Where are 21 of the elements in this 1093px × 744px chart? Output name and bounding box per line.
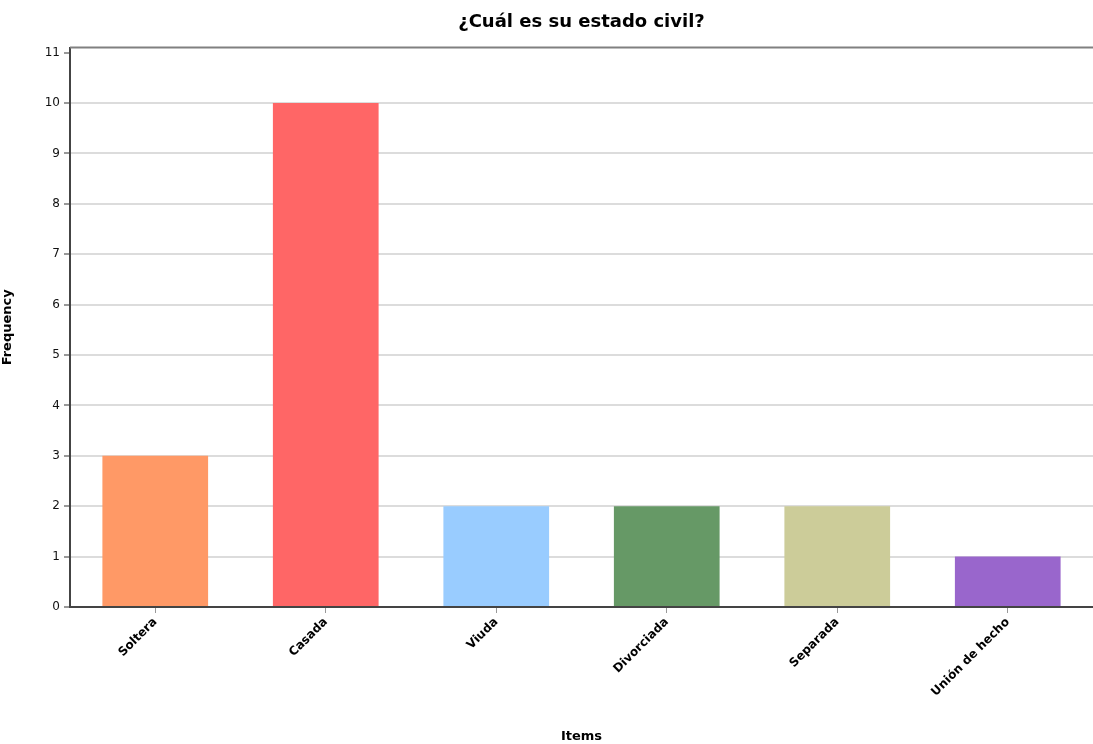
bar bbox=[443, 506, 550, 606]
y-tick-label: 2 bbox=[52, 498, 60, 513]
bar bbox=[272, 103, 379, 606]
y-tick-label: 6 bbox=[52, 296, 60, 311]
y-tick-label: 5 bbox=[52, 347, 60, 362]
bar bbox=[784, 506, 891, 606]
y-tick-label: 10 bbox=[44, 95, 60, 110]
bar bbox=[954, 556, 1061, 606]
y-tick-label: 9 bbox=[52, 145, 60, 160]
bar bbox=[102, 455, 209, 606]
y-axis-title: Frequency bbox=[0, 288, 15, 366]
bar bbox=[613, 506, 720, 606]
y-tick-label: 1 bbox=[52, 548, 60, 563]
x-axis-title: Items bbox=[560, 727, 603, 743]
y-tick-label: 11 bbox=[44, 44, 60, 59]
chart-title: ¿Cuál es su estado civil? bbox=[458, 10, 705, 32]
y-tick-label: 7 bbox=[52, 246, 60, 261]
y-tick-label: 4 bbox=[52, 397, 60, 412]
y-tick-label: 0 bbox=[52, 599, 60, 614]
y-tick-label: 8 bbox=[52, 195, 60, 210]
y-tick-label: 3 bbox=[52, 447, 60, 462]
